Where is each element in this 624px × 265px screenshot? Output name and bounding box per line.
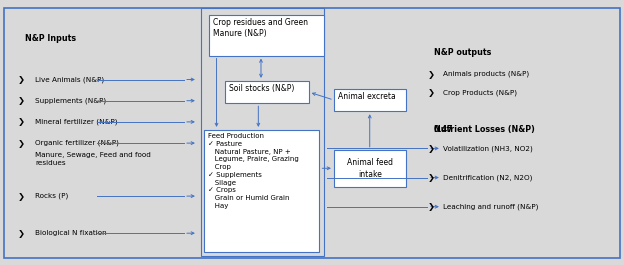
Text: Manure, Sewage, Feed and food
residues: Manure, Sewage, Feed and food residues	[35, 152, 151, 166]
Text: ❯: ❯	[17, 139, 24, 148]
Text: Biological N fixation: Biological N fixation	[35, 230, 107, 236]
Bar	[201, 8, 324, 256]
Text: Leaching and runoff (N&P): Leaching and runoff (N&P)	[443, 204, 539, 210]
Text: Volatilization (NH3, NO2): Volatilization (NH3, NO2)	[443, 145, 533, 152]
Text: Supplements (N&P): Supplements (N&P)	[35, 98, 106, 104]
Text: 0.47: 0.47	[434, 125, 453, 134]
Bar	[334, 150, 406, 187]
Text: Soil stocks (N&P): Soil stocks (N&P)	[229, 84, 295, 93]
Text: ❯: ❯	[427, 144, 434, 153]
Text: N&P outputs: N&P outputs	[434, 48, 491, 57]
Text: ❯: ❯	[17, 192, 24, 201]
Text: ❯: ❯	[427, 202, 434, 211]
Text: Animal excreta: Animal excreta	[338, 92, 396, 101]
Bar	[209, 15, 324, 56]
Text: Organic fertilizer (N&P): Organic fertilizer (N&P)	[35, 140, 119, 146]
Bar	[334, 89, 406, 111]
Text: Live Animals (N&P): Live Animals (N&P)	[35, 76, 104, 83]
Text: ❯: ❯	[427, 173, 434, 182]
Bar	[225, 81, 309, 103]
Text: ❯: ❯	[17, 75, 24, 84]
Text: Crop residues and Green
Manure (N&P): Crop residues and Green Manure (N&P)	[213, 18, 308, 38]
Text: Animal feed
intake: Animal feed intake	[347, 158, 392, 179]
Text: Crop Products (N&P): Crop Products (N&P)	[443, 90, 517, 96]
Text: ❯: ❯	[17, 96, 24, 105]
Text: Nutrient Losses (N&P): Nutrient Losses (N&P)	[434, 125, 535, 134]
Text: ❯: ❯	[427, 70, 434, 79]
Text: ❯: ❯	[17, 117, 24, 126]
Text: ❯: ❯	[427, 88, 434, 97]
Text: N&P Inputs: N&P Inputs	[25, 34, 76, 43]
Text: Feed Production
✓ Pasture
   Natural Pasture, NP +
   Legume, Praire, Grazing
  : Feed Production ✓ Pasture Natural Pastur…	[208, 133, 299, 209]
Text: Denitrification (N2, N2O): Denitrification (N2, N2O)	[443, 174, 532, 181]
Bar	[204, 130, 319, 252]
Text: ❯: ❯	[17, 229, 24, 238]
Text: Animals products (N&P): Animals products (N&P)	[443, 71, 529, 77]
Text: Rocks (P): Rocks (P)	[35, 193, 68, 199]
Text: Mineral fertilizer (N&P): Mineral fertilizer (N&P)	[35, 119, 117, 125]
